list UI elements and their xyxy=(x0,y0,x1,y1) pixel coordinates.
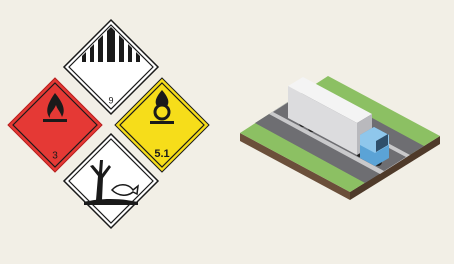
page: {"placards": [{"label": "9"}, {"label": … xyxy=(0,0,454,259)
flame-base xyxy=(43,119,67,122)
icon-base xyxy=(150,121,174,124)
illustration: 9 3 5.1 xyxy=(0,0,454,259)
placard-label: 3 xyxy=(52,151,58,162)
placard-label: 9 xyxy=(108,95,113,105)
placard-label: 5.1 xyxy=(154,148,169,160)
